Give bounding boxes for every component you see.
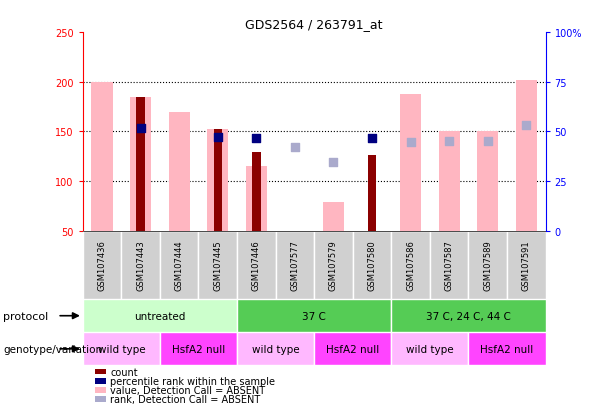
Text: 37 C, 24 C, 44 C: 37 C, 24 C, 44 C xyxy=(426,311,511,321)
Text: GSM107580: GSM107580 xyxy=(368,240,376,290)
Bar xyxy=(237,332,314,366)
Text: HsfA2 null: HsfA2 null xyxy=(481,344,534,354)
Bar xyxy=(130,97,151,231)
Bar xyxy=(237,231,276,299)
Bar xyxy=(468,231,507,299)
Bar xyxy=(199,231,237,299)
Bar xyxy=(160,231,199,299)
Bar xyxy=(121,231,160,299)
Point xyxy=(522,122,531,128)
Point xyxy=(290,145,300,151)
Text: GSM107446: GSM107446 xyxy=(252,240,261,290)
Point xyxy=(135,126,145,133)
Bar xyxy=(169,112,190,231)
Bar xyxy=(246,167,267,231)
Point xyxy=(406,140,416,146)
Point xyxy=(367,136,377,142)
Bar xyxy=(391,332,468,366)
Bar xyxy=(83,299,237,332)
Text: protocol: protocol xyxy=(3,311,48,321)
Text: GSM107586: GSM107586 xyxy=(406,240,415,290)
Bar xyxy=(400,95,421,231)
Text: HsfA2 null: HsfA2 null xyxy=(172,344,225,354)
Bar xyxy=(207,130,229,231)
Bar xyxy=(237,299,391,332)
Text: GSM107587: GSM107587 xyxy=(444,240,454,290)
Text: percentile rank within the sample: percentile rank within the sample xyxy=(110,376,275,386)
Bar xyxy=(91,83,113,231)
Title: GDS2564 / 263791_at: GDS2564 / 263791_at xyxy=(245,17,383,31)
Text: GSM107443: GSM107443 xyxy=(136,240,145,290)
Point xyxy=(483,139,493,145)
Bar xyxy=(136,97,145,231)
Bar xyxy=(314,231,352,299)
Text: GSM107577: GSM107577 xyxy=(291,240,299,290)
Bar xyxy=(83,332,160,366)
Bar xyxy=(468,332,546,366)
Bar xyxy=(252,153,261,231)
Text: wild type: wild type xyxy=(97,344,145,354)
Text: 37 C: 37 C xyxy=(302,311,326,321)
Bar xyxy=(83,231,121,299)
Bar xyxy=(276,231,314,299)
Bar xyxy=(314,332,391,366)
Text: HsfA2 null: HsfA2 null xyxy=(326,344,379,354)
Text: GSM107579: GSM107579 xyxy=(329,240,338,290)
Bar xyxy=(438,132,460,231)
Text: GSM107444: GSM107444 xyxy=(175,240,184,290)
Text: wild type: wild type xyxy=(252,344,299,354)
Bar xyxy=(391,299,546,332)
Bar xyxy=(368,156,376,231)
Text: count: count xyxy=(110,367,138,377)
Bar xyxy=(430,231,468,299)
Point xyxy=(444,139,454,145)
Text: GSM107445: GSM107445 xyxy=(213,240,223,290)
Bar xyxy=(477,132,498,231)
Text: value, Detection Call = ABSENT: value, Detection Call = ABSENT xyxy=(110,385,265,395)
Text: rank, Detection Call = ABSENT: rank, Detection Call = ABSENT xyxy=(110,394,261,404)
Bar xyxy=(323,202,344,231)
Bar xyxy=(391,231,430,299)
Text: untreated: untreated xyxy=(134,311,186,321)
Point xyxy=(213,135,223,141)
Bar xyxy=(213,130,222,231)
Point xyxy=(251,136,261,142)
Text: wild type: wild type xyxy=(406,344,454,354)
Text: GSM107436: GSM107436 xyxy=(97,240,107,290)
Bar xyxy=(507,231,546,299)
Bar xyxy=(160,332,237,366)
Bar xyxy=(516,81,537,231)
Text: GSM107591: GSM107591 xyxy=(522,240,531,290)
Text: GSM107589: GSM107589 xyxy=(483,240,492,290)
Bar xyxy=(352,231,391,299)
Text: genotype/variation: genotype/variation xyxy=(3,344,102,354)
Point xyxy=(329,159,338,166)
